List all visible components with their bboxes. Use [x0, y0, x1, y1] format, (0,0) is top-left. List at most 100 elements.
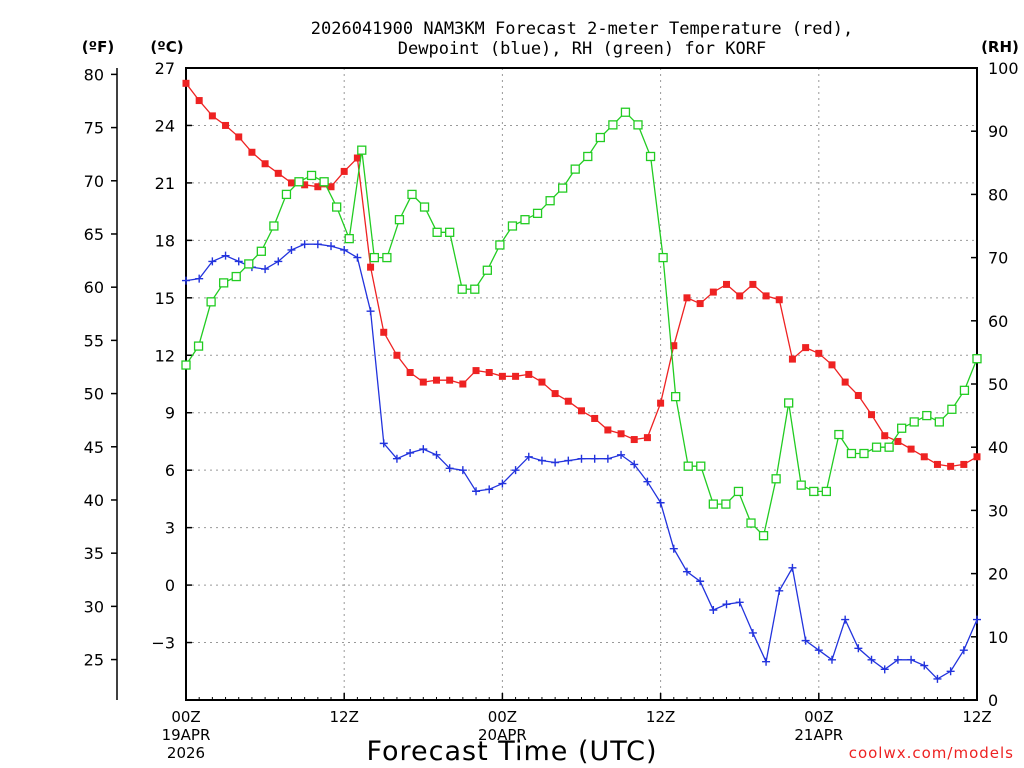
temperature-point	[459, 380, 467, 388]
credit-text: coolwx.com/models	[849, 744, 1014, 762]
dewpoint-point	[907, 655, 916, 664]
dewpoint-point	[735, 598, 744, 607]
rh-point	[972, 354, 982, 364]
temperature-point	[485, 369, 493, 377]
rh-point	[369, 252, 379, 263]
dewpoint-point	[300, 240, 309, 249]
x-tick-label: 12Z	[962, 708, 991, 726]
dewpoint-point	[748, 628, 757, 637]
rh-tick-label: 70	[988, 249, 1008, 268]
dewpoint-point	[458, 466, 467, 475]
temperature-point	[551, 390, 559, 398]
rh-point	[495, 240, 505, 250]
temperature-point	[670, 342, 678, 350]
x-tick-date-label: 21APR	[794, 726, 843, 744]
temperature-point	[749, 280, 757, 288]
temperature-point	[393, 351, 401, 359]
rh-point	[256, 246, 266, 256]
rh-tick-label: 0	[988, 691, 998, 710]
rh-point	[683, 461, 693, 471]
temperature-point	[512, 372, 520, 380]
dewpoint-point	[564, 456, 573, 465]
temperature-point	[630, 436, 638, 444]
temperature-point	[762, 292, 770, 300]
temperature-point	[894, 437, 902, 445]
dewpoint-point	[590, 454, 599, 463]
temperature-point	[432, 376, 440, 384]
temperature-point	[353, 154, 361, 162]
rh-tick-label: 40	[988, 438, 1008, 457]
rh-series	[181, 107, 982, 541]
fahrenheit-unit-label: (ºF)	[82, 38, 114, 56]
rh-point	[558, 183, 568, 193]
dewpoint-point	[287, 245, 296, 254]
temperature-point	[973, 453, 981, 461]
rh-point	[733, 486, 744, 497]
temperature-point	[854, 391, 862, 399]
rh-point	[859, 448, 869, 459]
rh-point	[897, 423, 907, 433]
rh-point	[922, 410, 932, 421]
dewpoint-point	[392, 454, 401, 463]
temperature-point	[907, 445, 915, 453]
celsius-tick-label: 15	[155, 289, 175, 308]
rh-tick-label: 20	[988, 565, 1008, 584]
rh-point	[332, 202, 342, 212]
temperature-point	[736, 292, 744, 300]
rh-point	[947, 404, 957, 414]
dewpoint-point	[524, 452, 533, 461]
dewpoint-point	[445, 464, 454, 473]
rh-tick-label: 30	[988, 501, 1008, 520]
rh-tick-label: 50	[988, 375, 1008, 394]
temperature-point	[828, 361, 836, 369]
rh-point	[344, 233, 354, 244]
temperature-point	[617, 430, 625, 438]
rh-point	[608, 120, 618, 130]
dewpoint-point	[854, 644, 863, 653]
temperature-point	[525, 370, 533, 378]
x-tick-label: 00Z	[488, 708, 517, 726]
x-tick-year-label: 2026	[167, 744, 205, 762]
temperature-series	[182, 79, 981, 470]
dewpoint-point	[472, 487, 481, 496]
rh-point	[821, 486, 831, 497]
celsius-tick-label: 18	[155, 231, 175, 250]
rh-point	[696, 461, 706, 471]
rh-point	[633, 120, 643, 130]
temperature-point	[195, 97, 203, 105]
rh-unit-label: (RH)	[981, 38, 1019, 56]
fahrenheit-tick-label: 65	[84, 225, 104, 244]
temperature-point	[578, 407, 585, 415]
celsius-unit-label: (ºC)	[150, 38, 183, 56]
dewpoint-point	[313, 240, 322, 249]
temperature-point	[538, 378, 546, 386]
celsius-tick-label: 12	[155, 346, 175, 365]
rh-point	[206, 297, 216, 307]
temperature-point	[868, 411, 876, 419]
temperature-point	[340, 167, 348, 175]
rh-point	[871, 442, 882, 452]
temperature-point	[947, 462, 955, 470]
dewpoint-point	[485, 485, 494, 494]
rh-point	[545, 196, 555, 206]
fahrenheit-tick-label: 30	[84, 597, 104, 616]
temperature-point	[287, 179, 295, 187]
temperature-point	[564, 397, 572, 405]
dewpoint-point	[208, 257, 217, 266]
dewpoint-point	[511, 466, 520, 475]
dewpoint-point	[709, 605, 718, 614]
dewpoint-point	[577, 454, 586, 463]
rh-point	[507, 221, 518, 231]
rh-point	[620, 107, 631, 117]
rh-point	[219, 278, 229, 288]
fahrenheit-tick-label: 35	[84, 544, 104, 563]
x-axis-label: Forecast Time (UTC)	[366, 736, 657, 767]
rh-point	[181, 360, 191, 370]
rh-tick-label: 10	[988, 628, 1008, 647]
tick-labels: 2724211815129630−38075706560555045403530…	[84, 59, 1019, 762]
temperature-point	[182, 79, 190, 87]
dewpoint-point	[274, 257, 283, 266]
x-tick-date-label: 19APR	[162, 726, 211, 744]
celsius-tick-label: 0	[165, 576, 175, 595]
